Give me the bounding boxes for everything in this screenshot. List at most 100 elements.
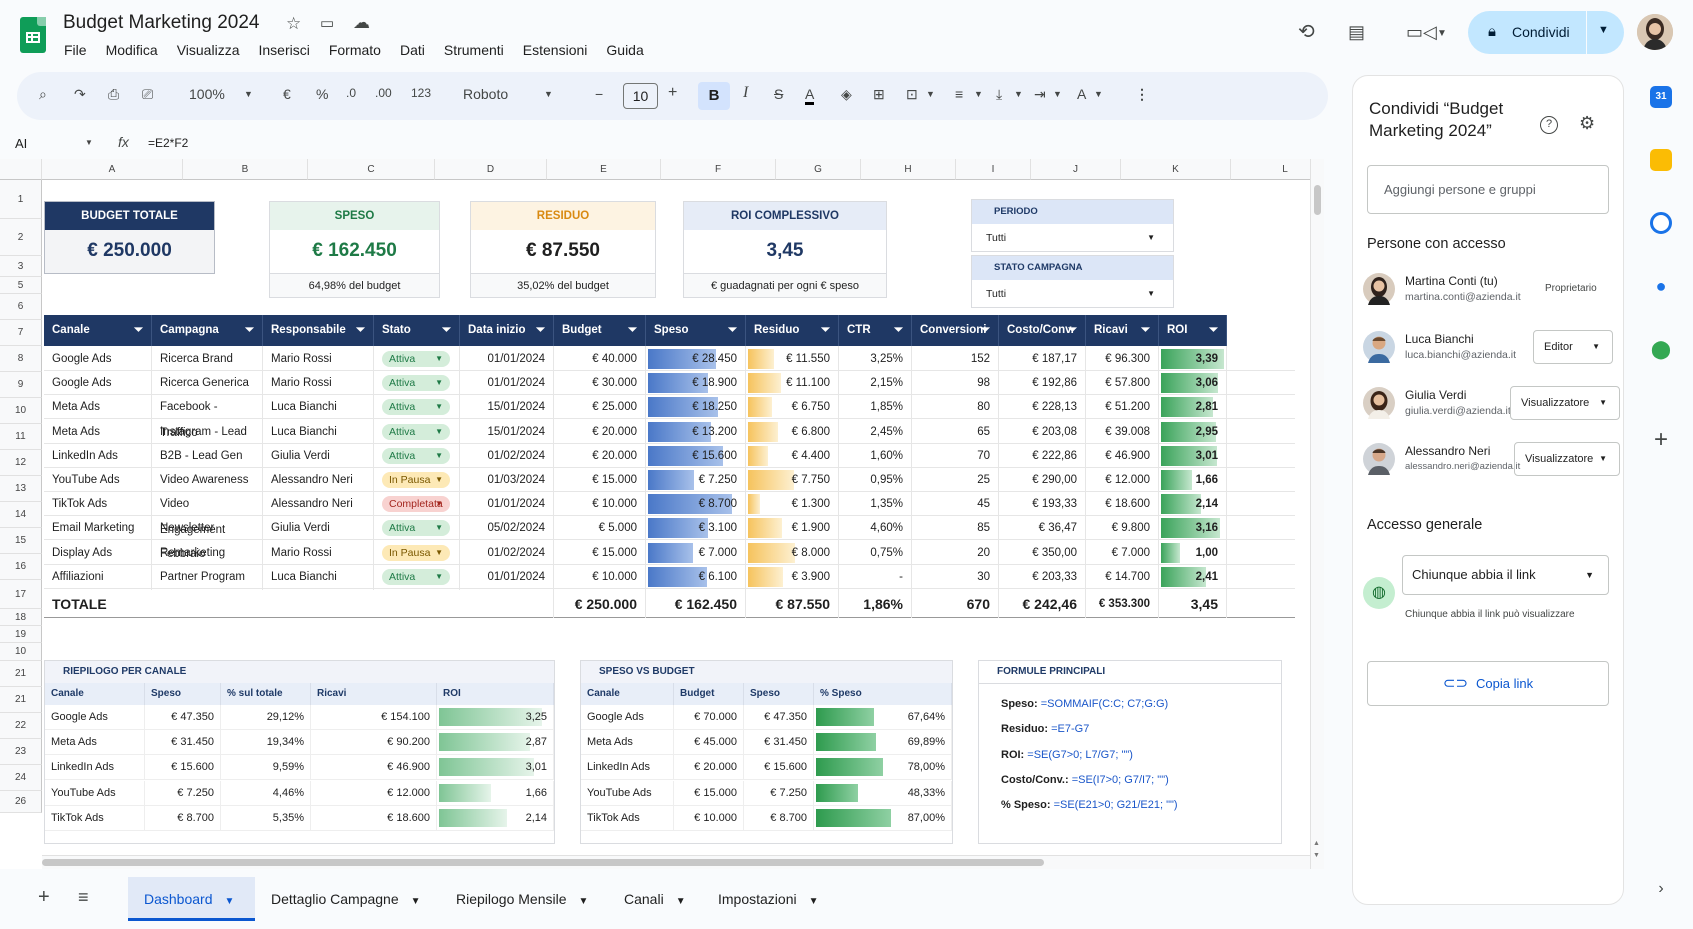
speso-cell[interactable]: € 18.900 (646, 370, 746, 397)
row-header[interactable]: 10 (0, 398, 42, 424)
tab-chevron-down-icon[interactable]: ▼ (578, 896, 589, 907)
percent-format-button[interactable]: % (316, 86, 329, 102)
canale-cell[interactable]: Meta Ads (44, 418, 152, 445)
roi-cell[interactable]: 2,95 (1159, 418, 1227, 445)
summary-ricavi-cell[interactable]: € 90.200 (311, 730, 437, 756)
column-header[interactable]: K (1121, 159, 1231, 180)
roi-cell[interactable]: 3,16 (1159, 515, 1227, 542)
print-icon[interactable]: ⎙ (108, 86, 120, 102)
rotation-chevron-down-icon[interactable]: ▼ (1094, 89, 1103, 99)
budget-cell[interactable]: € 25.000 (554, 394, 646, 421)
row-header[interactable]: 12 (0, 450, 42, 476)
roi-cell[interactable]: 2,14 (1159, 491, 1227, 518)
filter-icon[interactable]: ⏷ (245, 324, 254, 336)
status-badge[interactable]: Attiva ▼ (382, 568, 450, 585)
summary-roi-cell[interactable]: 3,01 (437, 755, 554, 781)
residuo-cell[interactable]: € 7.750 (746, 467, 839, 493)
ricavi-cell[interactable]: € 51.200 (1086, 394, 1159, 421)
filter-icon[interactable]: ⏷ (356, 324, 365, 336)
filter-icon[interactable]: ⏷ (1209, 324, 1218, 336)
ricavi-cell[interactable]: € 12.000 (1086, 467, 1159, 493)
row-header[interactable]: 8 (0, 346, 42, 372)
move-folder-icon[interactable]: ▭ (320, 15, 335, 32)
status-cell[interactable]: Attiva ▼ (374, 418, 460, 445)
resp-cell[interactable]: Giulia Verdi (263, 442, 374, 469)
residuo-cell[interactable]: € 11.100 (746, 370, 839, 397)
chevron-right-icon[interactable]: › (1658, 880, 1664, 897)
meet-chevron-down-icon[interactable]: ▼ (1437, 28, 1447, 39)
column-header[interactable]: L (1231, 159, 1324, 180)
costo-cell[interactable]: € 222,86 (999, 442, 1086, 469)
filter-icon[interactable]: ⏷ (1068, 324, 1077, 336)
roi-cell[interactable]: 2,41 (1159, 563, 1227, 590)
sheets-logo-icon[interactable] (20, 17, 46, 53)
gear-icon[interactable]: ⚙ (1579, 113, 1596, 133)
ctr-cell[interactable]: 2,15% (839, 370, 912, 397)
status-cell[interactable]: Attiva ▼ (374, 563, 460, 590)
status-cell[interactable]: Attiva ▼ (374, 346, 460, 372)
conv-cell[interactable]: 152 (912, 346, 999, 372)
data-cell[interactable]: 01/03/2024 (460, 467, 554, 493)
row-header[interactable]: 14 (0, 502, 42, 528)
summary-canale-cell[interactable]: TikTok Ads (45, 805, 145, 831)
name-box[interactable]: AI (15, 136, 28, 151)
resp-cell[interactable]: Mario Rossi (263, 539, 374, 566)
conv-cell[interactable]: 45 (912, 491, 999, 518)
borders-icon[interactable]: ⊞ (873, 86, 885, 102)
summary-pct-cell[interactable]: 19,34% (221, 730, 311, 756)
column-header[interactable]: J (1031, 159, 1121, 180)
all-sheets-icon[interactable]: ≡ (78, 887, 89, 907)
meet-icon[interactable]: ▭◁ (1406, 22, 1437, 42)
canale-cell[interactable]: Affiliazioni (44, 563, 152, 590)
total-costo-cell[interactable]: € 242,46 (999, 590, 1086, 618)
filter-icon[interactable]: ⏷ (628, 324, 637, 336)
summary-canale-cell[interactable]: LinkedIn Ads (45, 755, 145, 781)
summary-budget-cell[interactable]: € 10.000 (674, 805, 744, 831)
column-header-cell[interactable]: Responsabile ⏷ (263, 315, 374, 346)
general-access-select[interactable]: Chiunque abbia il link ▼ (1402, 555, 1609, 595)
status-cell[interactable]: Completata ▼ (374, 491, 460, 518)
row-header[interactable]: 6 (0, 294, 42, 320)
column-header-cell[interactable]: Canale ⏷ (44, 315, 152, 346)
menu-file[interactable]: File (64, 42, 87, 58)
summary-roi-cell[interactable]: 3,25 (437, 705, 554, 730)
summary-roi-cell[interactable]: 1,66 (437, 780, 554, 806)
text-rotation-icon[interactable]: A (1077, 86, 1087, 102)
summary-pct-cell[interactable]: 29,12% (221, 705, 311, 730)
row-header[interactable]: 10 (0, 643, 42, 661)
residuo-cell[interactable]: € 4.400 (746, 442, 839, 469)
row-header[interactable]: 21 (0, 687, 42, 713)
tab-dettaglio-campagne[interactable]: Dettaglio Campagne ▼ (271, 891, 421, 907)
menu-estensioni[interactable]: Estensioni (522, 42, 588, 58)
ctr-cell[interactable]: 3,25% (839, 346, 912, 372)
font-size-input[interactable]: 10 (623, 83, 658, 109)
column-header-cell[interactable]: ROI ⏷ (1159, 315, 1227, 346)
zoom-chevron-down-icon[interactable]: ▼ (244, 89, 253, 99)
conv-cell[interactable]: 20 (912, 539, 999, 566)
row-header[interactable]: 11 (0, 424, 42, 450)
status-badge[interactable]: Attiva ▼ (382, 375, 450, 392)
increase-font-size-button[interactable]: + (668, 84, 678, 101)
filter-icon[interactable]: ⏷ (134, 324, 143, 336)
keep-icon[interactable] (1650, 149, 1672, 171)
speso-cell[interactable]: € 15.600 (646, 442, 746, 469)
data-cell[interactable]: 01/01/2024 (460, 346, 554, 372)
account-avatar[interactable] (1637, 14, 1673, 50)
campagna-cell[interactable]: Video Engagement (152, 491, 263, 536)
data-cell[interactable]: 05/02/2024 (460, 515, 554, 542)
summary-roi-cell[interactable]: 2,87 (437, 730, 554, 756)
column-header[interactable]: E (547, 159, 661, 180)
campagna-cell[interactable]: B2B - Lead Gen (152, 442, 263, 469)
more-formats-button[interactable]: 123 (411, 86, 432, 100)
row-header[interactable]: 19 (0, 626, 42, 643)
costo-cell[interactable]: € 203,08 (999, 418, 1086, 445)
data-cell[interactable]: 01/01/2024 (460, 563, 554, 590)
canale-cell[interactable]: TikTok Ads (44, 491, 152, 518)
filter-icon[interactable]: ⏷ (1141, 324, 1150, 336)
menu-formato[interactable]: Formato (328, 42, 381, 58)
tab-canali[interactable]: Canali ▼ (624, 891, 686, 907)
ctr-cell[interactable]: - (839, 563, 912, 590)
campagna-cell[interactable]: Facebook - Traffico (152, 394, 263, 439)
status-badge[interactable]: Attiva ▼ (382, 399, 450, 416)
ctr-cell[interactable]: 0,95% (839, 467, 912, 493)
